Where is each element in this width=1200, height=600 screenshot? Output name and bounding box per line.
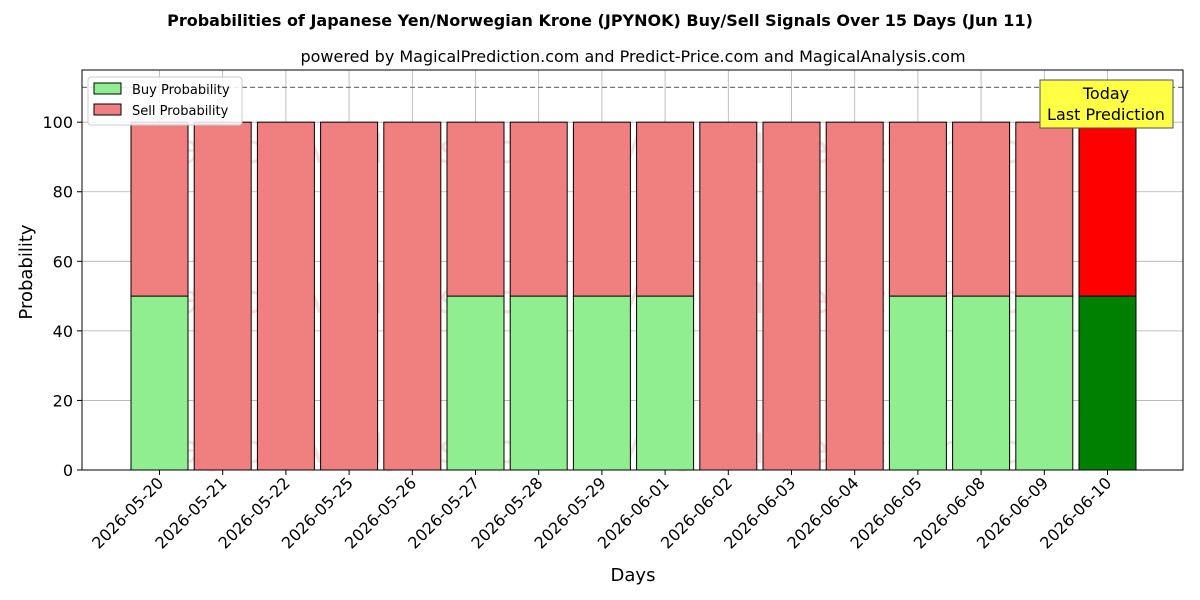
sell-bar <box>888 121 947 297</box>
sell-bar <box>320 121 379 471</box>
y-tick-label: 0 <box>63 461 73 480</box>
sell-bar <box>446 121 505 297</box>
sell-bar <box>762 121 821 471</box>
sell-bar <box>1015 121 1074 297</box>
sell-bar <box>193 121 252 471</box>
buy-bar <box>572 295 631 471</box>
legend-box <box>87 76 243 126</box>
plot-area: MagicalAnalysis.comMagicalPrediction.com… <box>42 69 1184 553</box>
sell-bar <box>952 121 1011 297</box>
buy-bar <box>1015 295 1074 471</box>
annotation-box <box>1039 79 1174 129</box>
plot-frame <box>81 69 1184 471</box>
sell-bar <box>699 121 758 471</box>
buy-bar <box>509 295 568 471</box>
y-tick-label: 20 <box>53 391 73 410</box>
y-tick-label: 80 <box>53 183 73 202</box>
legend-swatch-sell <box>93 103 122 116</box>
y-tick-label: 40 <box>53 322 73 341</box>
buy-bar <box>130 295 189 471</box>
buy-bar <box>636 295 695 471</box>
chart-subtitle: powered by MagicalPrediction.com and Pre… <box>300 47 965 66</box>
sell-bar <box>509 121 568 297</box>
annotation-line-last-prediction: Last Prediction <box>1047 105 1165 124</box>
legend-label-sell: Sell Probability <box>132 104 229 119</box>
buy-bar <box>952 295 1011 471</box>
y-tick-label: 100 <box>42 113 73 132</box>
sell-bar <box>130 121 189 297</box>
sell-bar <box>1078 121 1137 297</box>
sell-bar <box>572 121 631 297</box>
sell-bar <box>383 121 442 471</box>
y-axis-label: Probability <box>16 224 37 319</box>
legend-swatch-buy <box>93 82 122 95</box>
legend-label-buy: Buy Probability <box>132 83 230 98</box>
buy-bar <box>1078 295 1137 471</box>
sell-bar <box>636 121 695 297</box>
annotation-line-today: Today <box>1082 84 1129 103</box>
buy-bar <box>888 295 947 471</box>
sell-bar <box>825 121 884 471</box>
y-tick-label: 60 <box>53 252 73 271</box>
chart-title: Probabilities of Japanese Yen/Norwegian … <box>167 11 1033 30</box>
buy-bar <box>446 295 505 471</box>
x-axis-label: Days <box>611 565 656 586</box>
sell-bar <box>256 121 315 471</box>
